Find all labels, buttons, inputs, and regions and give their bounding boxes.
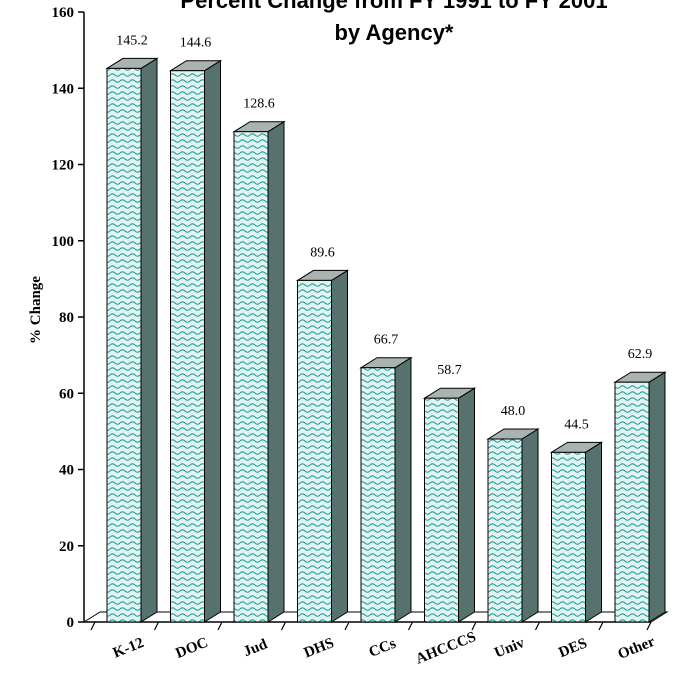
y-tick-label: 160 — [52, 5, 75, 21]
data-label: 58.7 — [437, 363, 462, 378]
x-tick-label: DHS — [302, 635, 337, 661]
y-axis-label: % Change — [28, 276, 44, 344]
bar-jud — [232, 120, 286, 623]
chart-title-line-1: Percent Change from FY 1991 to FY 2001 — [180, 0, 607, 13]
bar-k-12 — [105, 57, 159, 623]
chart-title: Percent Change from FY 1991 to FY 2001 b… — [180, 0, 607, 45]
bar-side — [394, 356, 412, 623]
x-tick-mark — [646, 621, 652, 631]
y-tick-label: 40 — [59, 463, 74, 479]
bar-side — [140, 57, 158, 623]
x-tick-mark — [153, 621, 160, 631]
bar-side — [331, 269, 348, 623]
bar-ahcccs — [422, 387, 477, 623]
bar-front — [106, 67, 142, 623]
data-label: 128.6 — [243, 97, 275, 112]
data-label: 144.6 — [180, 36, 212, 51]
y-tick-label: 60 — [59, 386, 74, 402]
x-tick-mark — [280, 621, 287, 631]
bar-ccs — [359, 356, 413, 623]
x-tick-label: K-12 — [111, 635, 146, 662]
bar-univ — [486, 428, 540, 623]
bars-group — [105, 57, 667, 623]
data-label: 44.5 — [564, 417, 589, 432]
y-tick-label: 120 — [52, 158, 75, 174]
y-tick-label: 0 — [67, 615, 75, 631]
x-tick-label: Jud — [241, 636, 270, 660]
bar-side — [458, 387, 475, 623]
bar-side — [204, 59, 221, 623]
bar-front — [360, 367, 396, 623]
bar-front — [424, 397, 459, 623]
x-tick-mark — [471, 621, 477, 631]
y-tick-label: 100 — [52, 234, 75, 250]
x-tick-label: Other — [616, 634, 658, 663]
x-tick-mark — [598, 621, 604, 631]
x-tick-label: Univ — [492, 635, 527, 662]
data-labels: 145.2 144.6 128.6 89.6 66.7 58.7 48.0 44.5 62.9 — [116, 33, 652, 432]
x-tick-label: AHCCCS — [414, 629, 479, 668]
y-axis-ticks: 0 20 40 60 80 100 120 140 160 — [52, 5, 84, 631]
bar-doc — [168, 59, 223, 623]
bar-front — [233, 131, 269, 623]
x-tick-label: DES — [556, 635, 589, 661]
x-tick-mark — [217, 621, 223, 631]
x-tick-label: CCs — [367, 636, 399, 661]
data-label: 89.6 — [310, 245, 335, 260]
x-tick-mark — [407, 621, 414, 631]
x-tick-mark — [534, 621, 541, 631]
data-label: 145.2 — [116, 33, 148, 48]
bar-side — [267, 120, 285, 623]
bar-des — [549, 441, 604, 623]
bar-dhs — [295, 269, 350, 623]
x-axis-ticks: K-12 DOC Jud DHS CCs AHCCCS Univ DES Other — [90, 621, 658, 668]
bar-side — [648, 371, 666, 623]
bar-front — [614, 381, 650, 623]
bar-side — [585, 441, 602, 623]
bar-front — [297, 279, 332, 623]
data-label: 62.9 — [628, 347, 653, 362]
y-tick-label: 20 — [59, 539, 74, 555]
x-tick-mark — [344, 621, 350, 631]
x-tick-label: DOC — [174, 635, 211, 662]
bar-front — [551, 451, 586, 623]
bar-front — [170, 70, 205, 623]
data-label: 48.0 — [501, 404, 526, 419]
bar-other — [613, 371, 667, 623]
y-tick-label: 140 — [52, 81, 75, 97]
chart-title-line-2: by Agency* — [334, 20, 453, 45]
bar-side — [521, 428, 539, 623]
data-label: 66.7 — [374, 333, 399, 348]
x-tick-mark — [90, 621, 96, 631]
y-tick-label: 80 — [59, 310, 74, 326]
bar-front — [487, 438, 523, 623]
